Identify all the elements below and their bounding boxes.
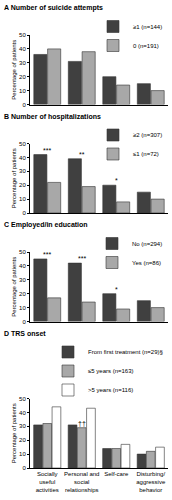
svg-text:***: ***: [78, 255, 86, 262]
svg-text:40: 40: [19, 263, 26, 269]
svg-text:0: 0: [22, 102, 26, 108]
svg-text:††: ††: [78, 420, 86, 427]
svg-text:40: 40: [19, 46, 26, 52]
svg-text:0: 0: [22, 210, 26, 216]
svg-text:30: 30: [19, 60, 26, 66]
svg-text:*: *: [115, 286, 118, 293]
svg-text:≤5 years (n=163): ≤5 years (n=163): [88, 368, 133, 374]
svg-text:***: ***: [43, 147, 51, 154]
svg-text:40: 40: [19, 410, 26, 416]
svg-text:Self-care: Self-care: [104, 471, 129, 477]
svg-text:10: 10: [19, 196, 26, 202]
svg-text:0: 0: [22, 465, 26, 471]
svg-text:10: 10: [19, 305, 26, 311]
svg-text:30: 30: [19, 277, 26, 283]
svg-text:10: 10: [19, 88, 26, 94]
svg-text:10: 10: [19, 451, 26, 457]
svg-text:50: 50: [19, 249, 26, 255]
svg-text:>5 years (n=116): >5 years (n=116): [88, 387, 133, 393]
svg-text:20: 20: [19, 182, 26, 188]
svg-text:A Number of suicide attempts: A Number of suicide attempts: [4, 4, 103, 12]
svg-text:Sociallyusefulactivities: Sociallyusefulactivities: [36, 471, 59, 493]
svg-text:50: 50: [19, 32, 26, 38]
svg-text:**: **: [79, 151, 85, 158]
svg-text:20: 20: [19, 437, 26, 443]
svg-text:≥1 (n=144): ≥1 (n=144): [133, 24, 162, 30]
svg-text:≥2 (n=307): ≥2 (n=307): [133, 132, 162, 138]
svg-text:Percentage of patients: Percentage of patients: [11, 40, 17, 100]
svg-text:20: 20: [19, 291, 26, 297]
svg-text:30: 30: [19, 423, 26, 429]
svg-text:50: 50: [19, 141, 26, 147]
svg-text:Percentage of patients: Percentage of patients: [11, 403, 17, 463]
svg-text:20: 20: [19, 74, 26, 80]
svg-text:40: 40: [19, 155, 26, 161]
svg-text:Percentage of patients: Percentage of patients: [11, 148, 17, 208]
svg-text:50: 50: [19, 396, 26, 402]
svg-text:Personal andsocialrelationship: Personal andsocialrelationships: [64, 471, 99, 493]
svg-text:C Employed/in education: C Employed/in education: [4, 221, 88, 229]
svg-text:*: *: [115, 177, 118, 184]
svg-text:30: 30: [19, 168, 26, 174]
svg-text:***: ***: [43, 251, 51, 258]
svg-text:0: 0: [22, 319, 26, 325]
svg-text:Percentage of patients: Percentage of patients: [11, 257, 17, 317]
svg-text:Disturbing/aggressivebehavior: Disturbing/aggressivebehavior: [136, 471, 166, 493]
svg-text:D TRS onset: D TRS onset: [4, 330, 46, 337]
svg-text:Yes (n=86): Yes (n=86): [132, 260, 161, 266]
svg-text:0 (n=191): 0 (n=191): [133, 43, 159, 49]
svg-text:No (n=294): No (n=294): [132, 241, 162, 247]
svg-text:From first treatment (n=29)§: From first treatment (n=29)§: [88, 349, 163, 355]
svg-text:B Number of hospitalizations: B Number of hospitalizations: [4, 113, 101, 121]
svg-text:≤1 (n=72): ≤1 (n=72): [133, 151, 159, 157]
